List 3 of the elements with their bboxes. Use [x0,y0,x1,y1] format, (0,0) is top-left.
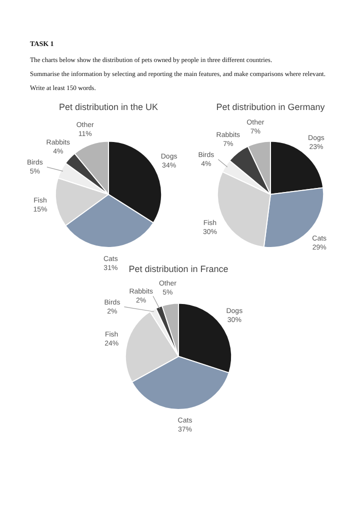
chart-title: Pet distribution in the UK [58,102,158,112]
chart-title: Pet distribution in France [128,264,228,274]
chart-title: Pet distribution in Germany [216,102,326,112]
